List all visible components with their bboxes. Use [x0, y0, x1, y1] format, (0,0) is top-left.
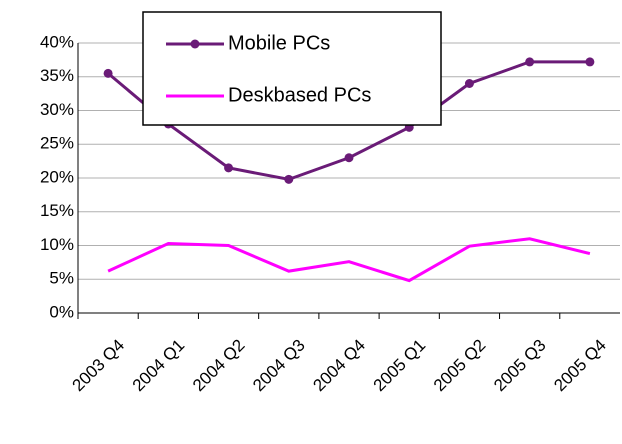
- point: [284, 174, 294, 184]
- x-tick-label: 2003 Q4: [69, 336, 129, 396]
- legend-marker: [190, 39, 200, 49]
- x-tick-label: 2005 Q2: [430, 336, 490, 396]
- x-tick-label: 2005 Q3: [490, 336, 550, 396]
- legend-label: Deskbased PCs: [228, 84, 371, 106]
- point: [585, 57, 595, 67]
- point: [224, 163, 234, 173]
- x-tick-label: 2005 Q4: [550, 336, 610, 396]
- y-tick-label: 35%: [40, 66, 74, 85]
- point: [464, 79, 474, 88]
- point: [344, 153, 354, 163]
- y-tick-label: 25%: [40, 134, 74, 153]
- point: [103, 68, 113, 78]
- x-tick-label: 2005 Q1: [370, 336, 430, 396]
- y-tick-label: 10%: [40, 235, 74, 254]
- point: [525, 57, 535, 67]
- legend-box: [142, 11, 442, 126]
- y-tick-label: 40%: [40, 32, 74, 51]
- x-tick-label: 2004 Q3: [249, 336, 309, 396]
- x-tick-label: 2004 Q2: [189, 336, 249, 396]
- y-tick-label: 30%: [40, 100, 74, 119]
- series-line: [107, 237, 591, 283]
- legend-label: Mobile PCs: [228, 32, 330, 54]
- y-tick-label: 15%: [40, 201, 74, 220]
- x-tick-label: 2004 Q4: [309, 336, 369, 396]
- y-tick-label: 5%: [49, 269, 74, 288]
- x-tick-label: 2004 Q1: [129, 336, 189, 396]
- y-tick-label: 20%: [40, 167, 74, 186]
- y-tick-label: 0%: [49, 302, 74, 321]
